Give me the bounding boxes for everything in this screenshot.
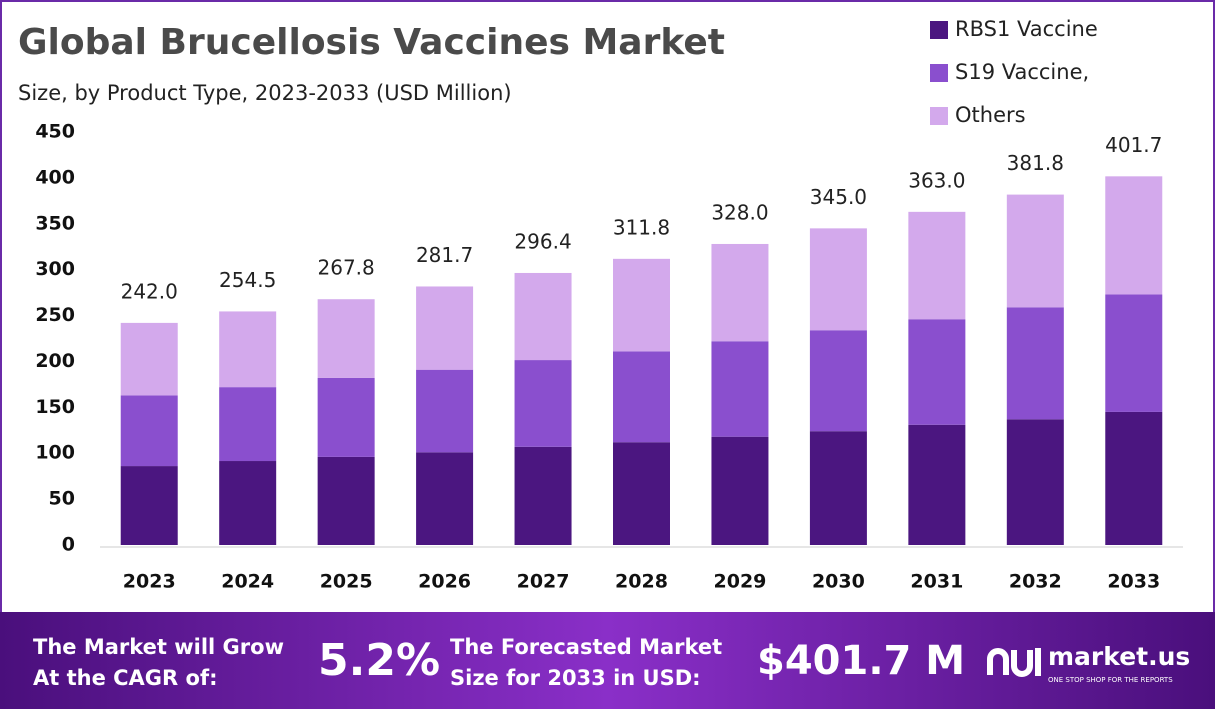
forecast-text: Size for 2033 in USD: [450,666,701,690]
x-tick-label: 2023 [123,571,176,593]
bar-segment [514,360,572,447]
bar-segment [809,431,867,545]
bar-segment [1105,176,1163,295]
total-label: 345.0 [810,185,867,209]
bar-segment [120,322,178,396]
bar-segment [514,446,572,545]
y-tick-label: 350 [35,212,75,234]
bar-segment [219,461,277,545]
bar-segment [120,395,178,467]
bar-segment [613,258,670,352]
x-tick-label: 2025 [320,571,373,593]
bar-segment [809,228,867,331]
y-tick-label: 400 [35,166,75,188]
legend-swatch [930,21,948,39]
chart-title: Global Brucellosis Vaccines Market [18,22,725,63]
total-label: 311.8 [613,215,670,239]
bar-segment [317,377,375,457]
y-tick-label: 0 [62,534,75,556]
bar-segment [908,319,966,425]
chart-subtitle: Size, by Product Type, 2023-2033 (USD Mi… [18,81,512,105]
bar-segment [809,330,867,432]
x-tick-label: 2033 [1107,571,1160,593]
bar-segment [1105,411,1163,545]
total-label: 254.5 [219,268,276,292]
y-tick-label: 300 [35,258,75,280]
bar-segment [317,456,375,545]
x-tick-label: 2028 [615,571,668,593]
forecast-text: The Forecasted Market [450,635,722,659]
forecast-value: $401.7 M [757,638,965,684]
bar-segment [1006,307,1064,420]
total-label: 381.8 [1007,151,1064,175]
bar-segment [711,341,769,437]
y-tick-label: 450 [35,121,75,143]
total-label: 267.8 [318,256,375,280]
y-tick-label: 100 [35,442,75,464]
legend-label: Others [955,103,1026,127]
x-tick-label: 2029 [714,571,767,593]
bar-segment [711,436,769,545]
y-tick-label: 250 [35,304,75,326]
bar-segment [613,351,670,443]
legend-swatch [930,107,948,125]
total-label: 328.0 [711,200,768,224]
brand: market.us [1048,642,1190,671]
x-tick-label: 2024 [221,571,274,593]
bar-segment [1105,294,1163,412]
bar-segment [514,272,572,361]
bar-segment [908,211,966,320]
total-label: 242.0 [121,279,178,303]
brand-logo [987,648,1041,677]
cagr-text: At the CAGR of: [33,666,218,690]
legend-label: RBS1 Vaccine [955,17,1098,41]
tagline: ONE STOP SHOP FOR THE REPORTS [1048,676,1173,684]
bar-segment [317,299,375,378]
bar-segment [1006,194,1064,308]
x-tick-label: 2030 [812,571,865,593]
y-tick-label: 150 [35,396,75,418]
bar-segment [908,424,966,545]
total-label: 401.7 [1105,133,1162,157]
bar-segment [416,286,474,370]
bar-segment [416,369,474,453]
bar-segment [613,442,670,545]
bar-segment [416,452,474,545]
x-tick-label: 2026 [418,571,471,593]
total-label: 296.4 [514,229,571,253]
legend-swatch [930,64,948,82]
legend-label: S19 Vaccine, [955,60,1089,84]
x-tick-label: 2031 [910,571,963,593]
total-label: 281.7 [416,243,473,267]
bar-segment [1006,419,1064,545]
cagr-value: 5.2% [318,635,440,686]
x-tick-label: 2027 [517,571,570,593]
bar-segment [711,243,769,342]
cagr-text: The Market will Grow [33,635,284,659]
total-label: 363.0 [908,168,965,192]
y-tick-label: 200 [35,350,75,372]
bar-segment [120,466,178,545]
bar-segment [219,311,277,388]
y-tick-label: 50 [49,488,75,510]
bar-segment [219,387,277,462]
x-tick-label: 2032 [1009,571,1062,593]
